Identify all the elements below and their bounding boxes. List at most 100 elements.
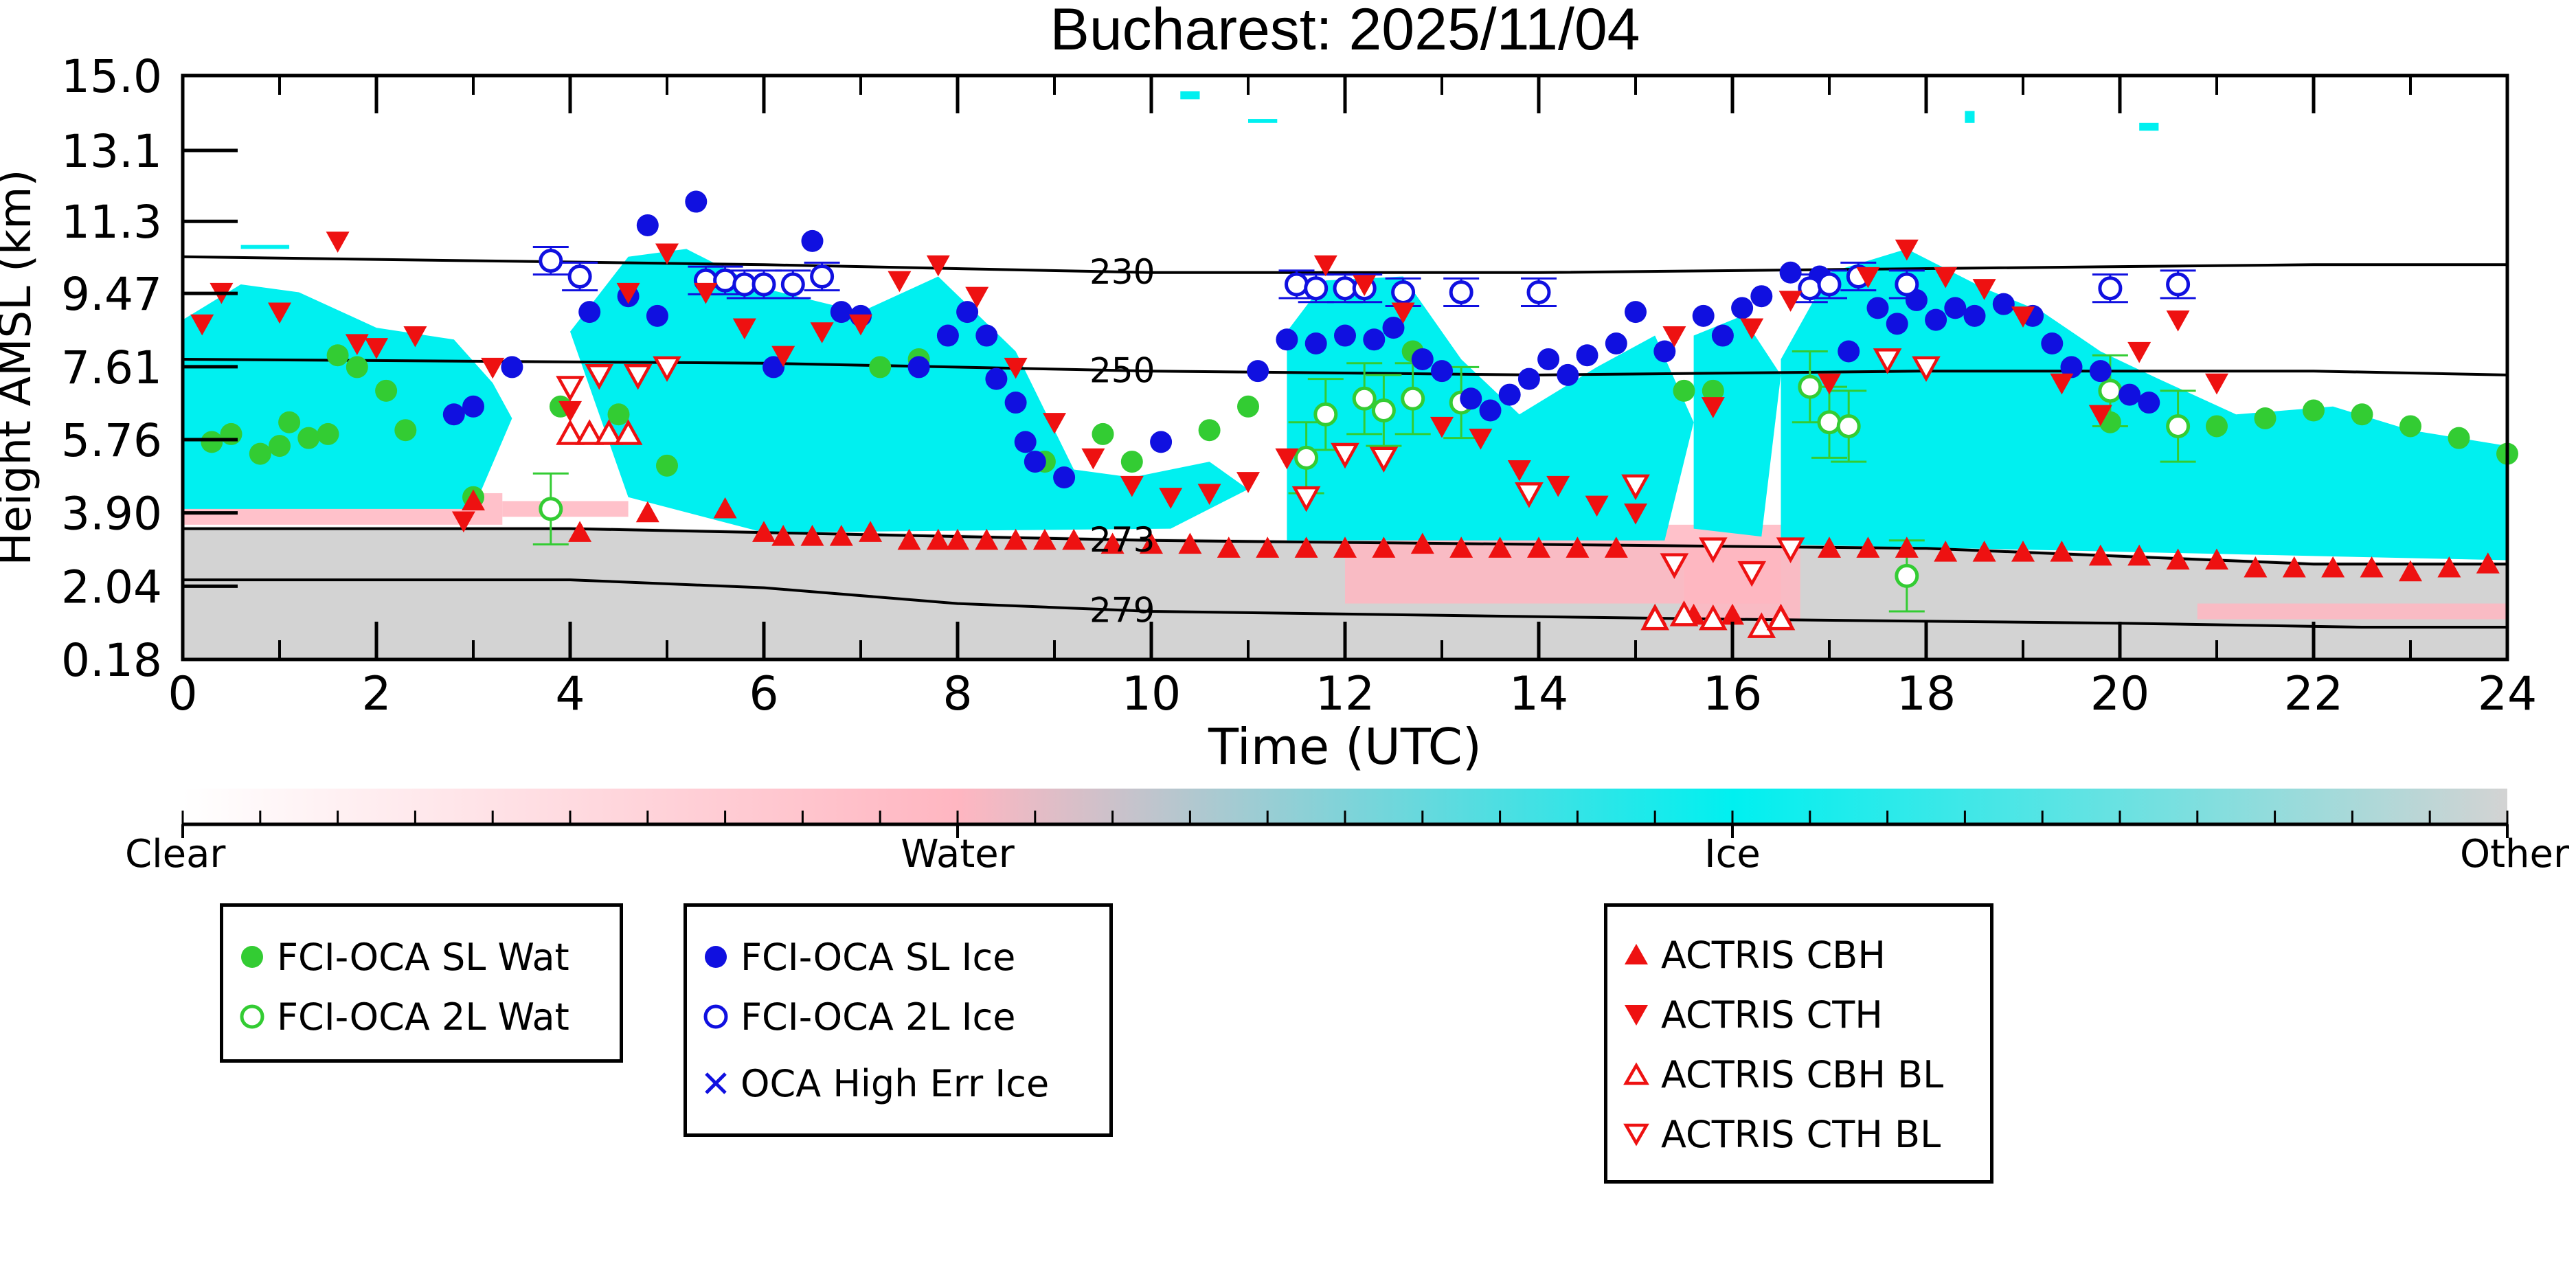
x-tick-label: 4 — [555, 667, 585, 721]
data-point — [1430, 416, 1454, 438]
data-point — [278, 411, 301, 433]
data-point — [575, 419, 605, 445]
data-point — [1371, 398, 1396, 423]
data-point — [907, 356, 930, 379]
legend-item: FCI-OCA SL Wat — [223, 929, 620, 984]
data-point — [2399, 560, 2422, 582]
data-point — [1024, 451, 1046, 473]
data-point — [897, 528, 921, 550]
legend-item: ACTRIS CTH — [1607, 987, 1990, 1042]
data-point — [1304, 276, 1329, 301]
data-point — [556, 376, 585, 402]
data-point — [2011, 540, 2035, 562]
legend-item: FCI-OCA 2L Ice — [687, 989, 1109, 1044]
data-point — [1159, 488, 1183, 509]
data-point — [2088, 405, 2112, 427]
data-point — [975, 324, 998, 347]
x-tick-label: 20 — [2090, 667, 2150, 721]
isotherm-label: 279 — [1089, 590, 1155, 630]
colorbar-label: Clear — [125, 832, 226, 877]
y-tick-label: 15.0 — [61, 50, 162, 103]
data-point — [888, 271, 912, 293]
data-point — [1895, 239, 1919, 261]
data-point — [752, 521, 776, 542]
data-point — [1912, 356, 1941, 383]
data-point — [2050, 540, 2074, 562]
data-point — [1304, 332, 1327, 355]
data-point — [1062, 528, 1086, 550]
data-point — [1313, 255, 1337, 277]
data-point — [1750, 285, 1773, 308]
isotherm-line — [183, 578, 2507, 629]
data-point — [646, 304, 668, 327]
data-point — [1963, 304, 1986, 327]
colorbar-label: Other — [2460, 832, 2570, 877]
data-point — [326, 231, 350, 253]
data-point — [1692, 304, 1715, 327]
data-point — [1934, 540, 1958, 562]
legend-label: OCA High Err Ice — [741, 1061, 1050, 1105]
data-point — [1778, 291, 1803, 312]
data-point — [1291, 486, 1321, 512]
colorbar-label: Ice — [1704, 832, 1761, 877]
data-point — [1120, 475, 1144, 497]
data-point — [1140, 532, 1163, 554]
filled-triangle-up-marker-icon — [1625, 944, 1648, 964]
data-point — [1092, 422, 1114, 445]
data-point — [2282, 556, 2306, 578]
data-point — [2041, 332, 2064, 355]
data-point — [762, 356, 785, 379]
data-point — [1032, 528, 1057, 550]
data-point — [1566, 536, 1590, 558]
data-point — [1653, 340, 1676, 363]
data-point — [859, 521, 883, 542]
data-point — [1053, 466, 1076, 489]
isotherm-label: 273 — [1089, 520, 1155, 560]
x-tick-label: 6 — [749, 667, 778, 721]
ice-phase-region — [240, 245, 290, 249]
data-point — [1217, 536, 1241, 558]
x-tick-label: 8 — [942, 667, 972, 721]
x-axis: 0 2 4 6 8 10 12 14 16 18 20 22 24 — [168, 76, 2537, 721]
data-point — [1353, 275, 1377, 296]
filled-circle-marker-icon — [705, 946, 727, 968]
y-tick-label: 11.3 — [61, 196, 162, 249]
data-point — [1604, 536, 1628, 558]
data-point — [1120, 451, 1143, 473]
data-point — [1372, 536, 1396, 558]
data-point — [1276, 328, 1298, 351]
data-point — [1333, 276, 1357, 301]
legend-item: FCI-OCA SL Ice — [687, 929, 1109, 984]
data-point — [1817, 410, 1842, 435]
data-point — [345, 334, 369, 356]
ice-phase-region — [183, 284, 512, 509]
data-point — [1779, 261, 1802, 284]
data-point — [656, 454, 678, 477]
data-point — [2205, 548, 2228, 570]
data-point — [2437, 556, 2461, 578]
data-point — [2399, 415, 2421, 438]
data-point — [1352, 386, 1377, 411]
y-tick-label: 0.18 — [61, 634, 162, 687]
data-point — [1934, 267, 1958, 289]
data-point — [501, 356, 523, 379]
data-point — [1836, 414, 1861, 438]
data-point — [2244, 556, 2268, 578]
data-point — [780, 272, 805, 297]
data-point — [1004, 357, 1028, 379]
ice-phase-region — [1248, 119, 1278, 123]
data-point — [1621, 474, 1650, 501]
ice-phase-region — [1180, 91, 1200, 100]
data-point — [1236, 472, 1260, 493]
data-point — [1382, 317, 1405, 339]
data-point — [1895, 272, 1919, 297]
data-point — [1992, 293, 2015, 315]
data-point — [713, 268, 738, 293]
data-point — [558, 400, 582, 422]
data-point — [249, 442, 271, 465]
data-point — [1721, 603, 1744, 625]
data-point — [365, 338, 388, 359]
data-point — [1334, 324, 1356, 347]
data-point — [1798, 374, 1822, 399]
colorbar-label: Water — [901, 832, 1015, 877]
